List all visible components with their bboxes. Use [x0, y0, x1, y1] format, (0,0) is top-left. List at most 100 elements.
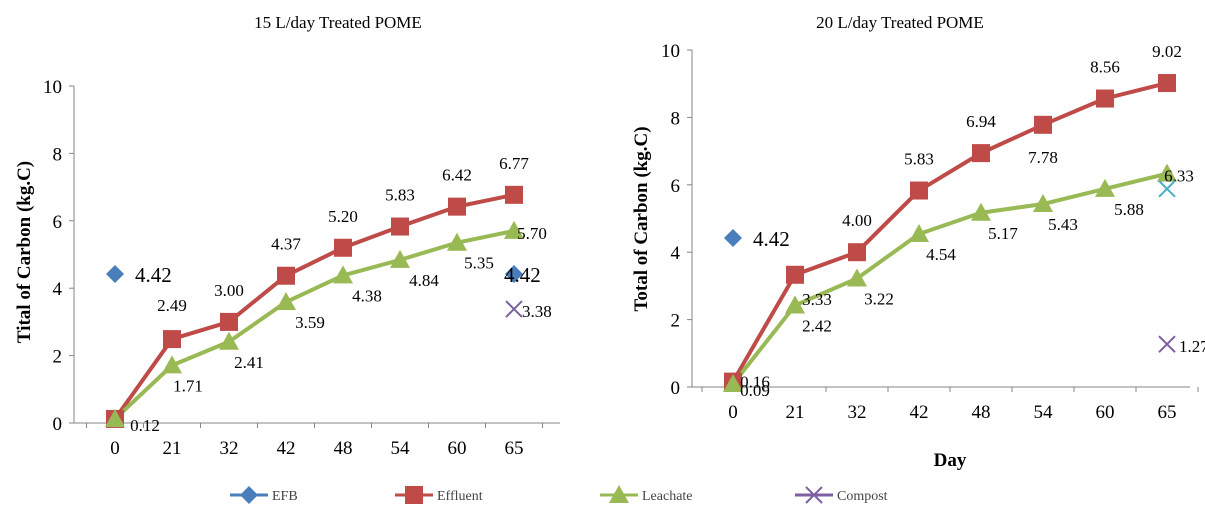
left-y-tick-label: 0	[53, 414, 63, 435]
right-point-leachate	[785, 295, 805, 314]
left-point-effluent	[391, 217, 409, 236]
legend-marker-effluent	[405, 486, 423, 504]
left-point-effluent	[505, 185, 523, 204]
left-series-line-leachate	[113, 228, 515, 421]
right-x-tick-label: 54	[1034, 402, 1054, 423]
right-point-leachate	[971, 202, 991, 221]
right-y-tick-label: 6	[671, 176, 681, 197]
left-data-label-efb: 4.42	[135, 263, 172, 287]
left-y-tick-label: 10	[43, 77, 62, 98]
left-data-label-effluent: 6.42	[442, 166, 472, 185]
right-chart-title: 20 L/day Treated POME	[816, 13, 984, 32]
left-data-label-effluent: 6.77	[499, 154, 529, 173]
left-y-tick-label: 4	[53, 279, 63, 300]
right-point-effluent	[786, 265, 804, 284]
right-point-leachate	[1095, 178, 1115, 197]
left-point-leachate	[162, 355, 182, 374]
left-marks: 0.12 2.49 3.00 4.37 5.20 5.83 6.42 6.77 1.71 2.41…	[105, 154, 552, 435]
right-point-leachate	[1157, 163, 1177, 182]
left-y-tick-label: 8	[53, 144, 63, 165]
right-y-tick-label: 8	[671, 108, 681, 129]
right-x-tick-label: 21	[786, 402, 805, 423]
right-point-compost-right	[1158, 180, 1176, 198]
left-x-tick-label: 60	[448, 438, 467, 459]
right-data-label-effluent: 6.94	[966, 112, 996, 131]
left-point-efb	[505, 265, 523, 284]
right-x-tick-label: 65	[1158, 402, 1177, 423]
left-data-label-leachate: 2.41	[234, 353, 264, 372]
legend-label-efb: EFB	[272, 489, 298, 504]
right-point-effluent	[1158, 74, 1176, 93]
right-data-label-leachate: 5.43	[1048, 215, 1078, 234]
right-x-tick-label: 60	[1096, 402, 1115, 423]
right-data-label-effluent: 7.78	[1028, 148, 1058, 167]
right-x-tick-label: 48	[972, 402, 991, 423]
legend: EFB Effluent Leachate Compost	[230, 485, 888, 504]
legend-label-effluent: Effluent	[437, 489, 483, 504]
left-point-leachate	[504, 220, 524, 239]
right-x-tick-label: 0	[728, 402, 738, 423]
left-data-label-effluent: 5.83	[385, 186, 415, 205]
left-point-effluent	[163, 330, 181, 349]
right-y-axis-label: Total of Carbon (kg.C)	[631, 126, 652, 311]
right-y-tick-label: 4	[671, 243, 681, 264]
legend-label-leachate: Leachate	[642, 489, 693, 504]
left-data-label-leachate: 4.84	[409, 271, 439, 290]
left-data-label-leachate: 3.59	[295, 313, 325, 332]
left-data-label-leachate: 5.35	[464, 254, 494, 273]
legend-label-compost: Compost	[837, 489, 888, 504]
left-point-effluent	[334, 238, 352, 257]
left-series-line-effluent	[113, 192, 515, 421]
right-y-tick-label: 0	[671, 378, 681, 399]
left-data-label-effluent: 2.49	[157, 296, 187, 315]
left-point-effluent	[448, 197, 466, 216]
right-x-tick-label: 32	[848, 402, 867, 423]
left-point-leachate	[219, 331, 239, 350]
left-axes: 0 2 4 6 8 10 0 21 32 42 48 54 60 65	[43, 77, 560, 459]
left-point-leachate	[105, 408, 125, 427]
right-data-label-leachate: 2.42	[802, 316, 832, 335]
right-point-efb	[724, 229, 742, 248]
left-chart-title: 15 L/day Treated POME	[254, 13, 422, 32]
left-y-tick-label: 6	[53, 212, 63, 233]
left-point-effluent	[220, 312, 238, 331]
right-data-label-compost: 1.27	[1179, 337, 1205, 356]
right-data-label-effluent: 8.56	[1090, 58, 1120, 77]
right-y-tick-label: 10	[661, 41, 680, 62]
left-y-tick-label: 2	[53, 347, 63, 368]
left-data-label-effluent: 0.12	[130, 416, 160, 435]
right-x-tick-label: 42	[910, 402, 929, 423]
right-data-label-leachate: 5.88	[1114, 200, 1144, 219]
left-data-label-leachate: 5.70	[517, 224, 547, 243]
left-x-tick-label: 65	[505, 438, 524, 459]
right-marks: 0.16 3.33 4.00 5.83 6.94 7.78 8.56 9.02 0.09 2.42…	[723, 42, 1205, 400]
legend-marker-efb	[240, 486, 258, 504]
left-point-compost	[505, 300, 523, 318]
right-data-label-effluent: 0.16	[740, 373, 770, 392]
right-point-compost	[1158, 335, 1176, 353]
left-point-leachate	[276, 292, 296, 311]
right-point-leachate	[1033, 194, 1053, 213]
chart-right: 20 L/day Treated POME Total of Carbon (k…	[631, 13, 1205, 471]
right-point-leachate	[847, 268, 867, 287]
legend-marker-compost	[805, 486, 823, 504]
right-series-line-leachate	[731, 171, 1168, 386]
left-point-leachate	[390, 249, 410, 268]
left-x-tick-label: 0	[110, 438, 120, 459]
right-point-effluent	[848, 243, 866, 262]
right-y-tick-label: 2	[671, 311, 681, 332]
right-x-axis-label: Day	[934, 450, 967, 471]
left-data-label-leachate: 4.38	[352, 286, 382, 305]
left-point-effluent	[277, 266, 295, 285]
left-x-tick-label: 42	[277, 438, 296, 459]
right-data-label-efb: 4.42	[753, 227, 790, 251]
right-point-leachate	[909, 224, 929, 243]
right-data-label-leachate: 0.09	[740, 381, 770, 400]
left-x-tick-label: 32	[220, 438, 239, 459]
right-data-label-effluent: 3.33	[802, 290, 832, 309]
left-point-leachate	[447, 232, 467, 251]
right-data-label-effluent: 5.83	[904, 150, 934, 169]
right-point-effluent	[1096, 89, 1114, 108]
right-point-effluent	[972, 144, 990, 163]
